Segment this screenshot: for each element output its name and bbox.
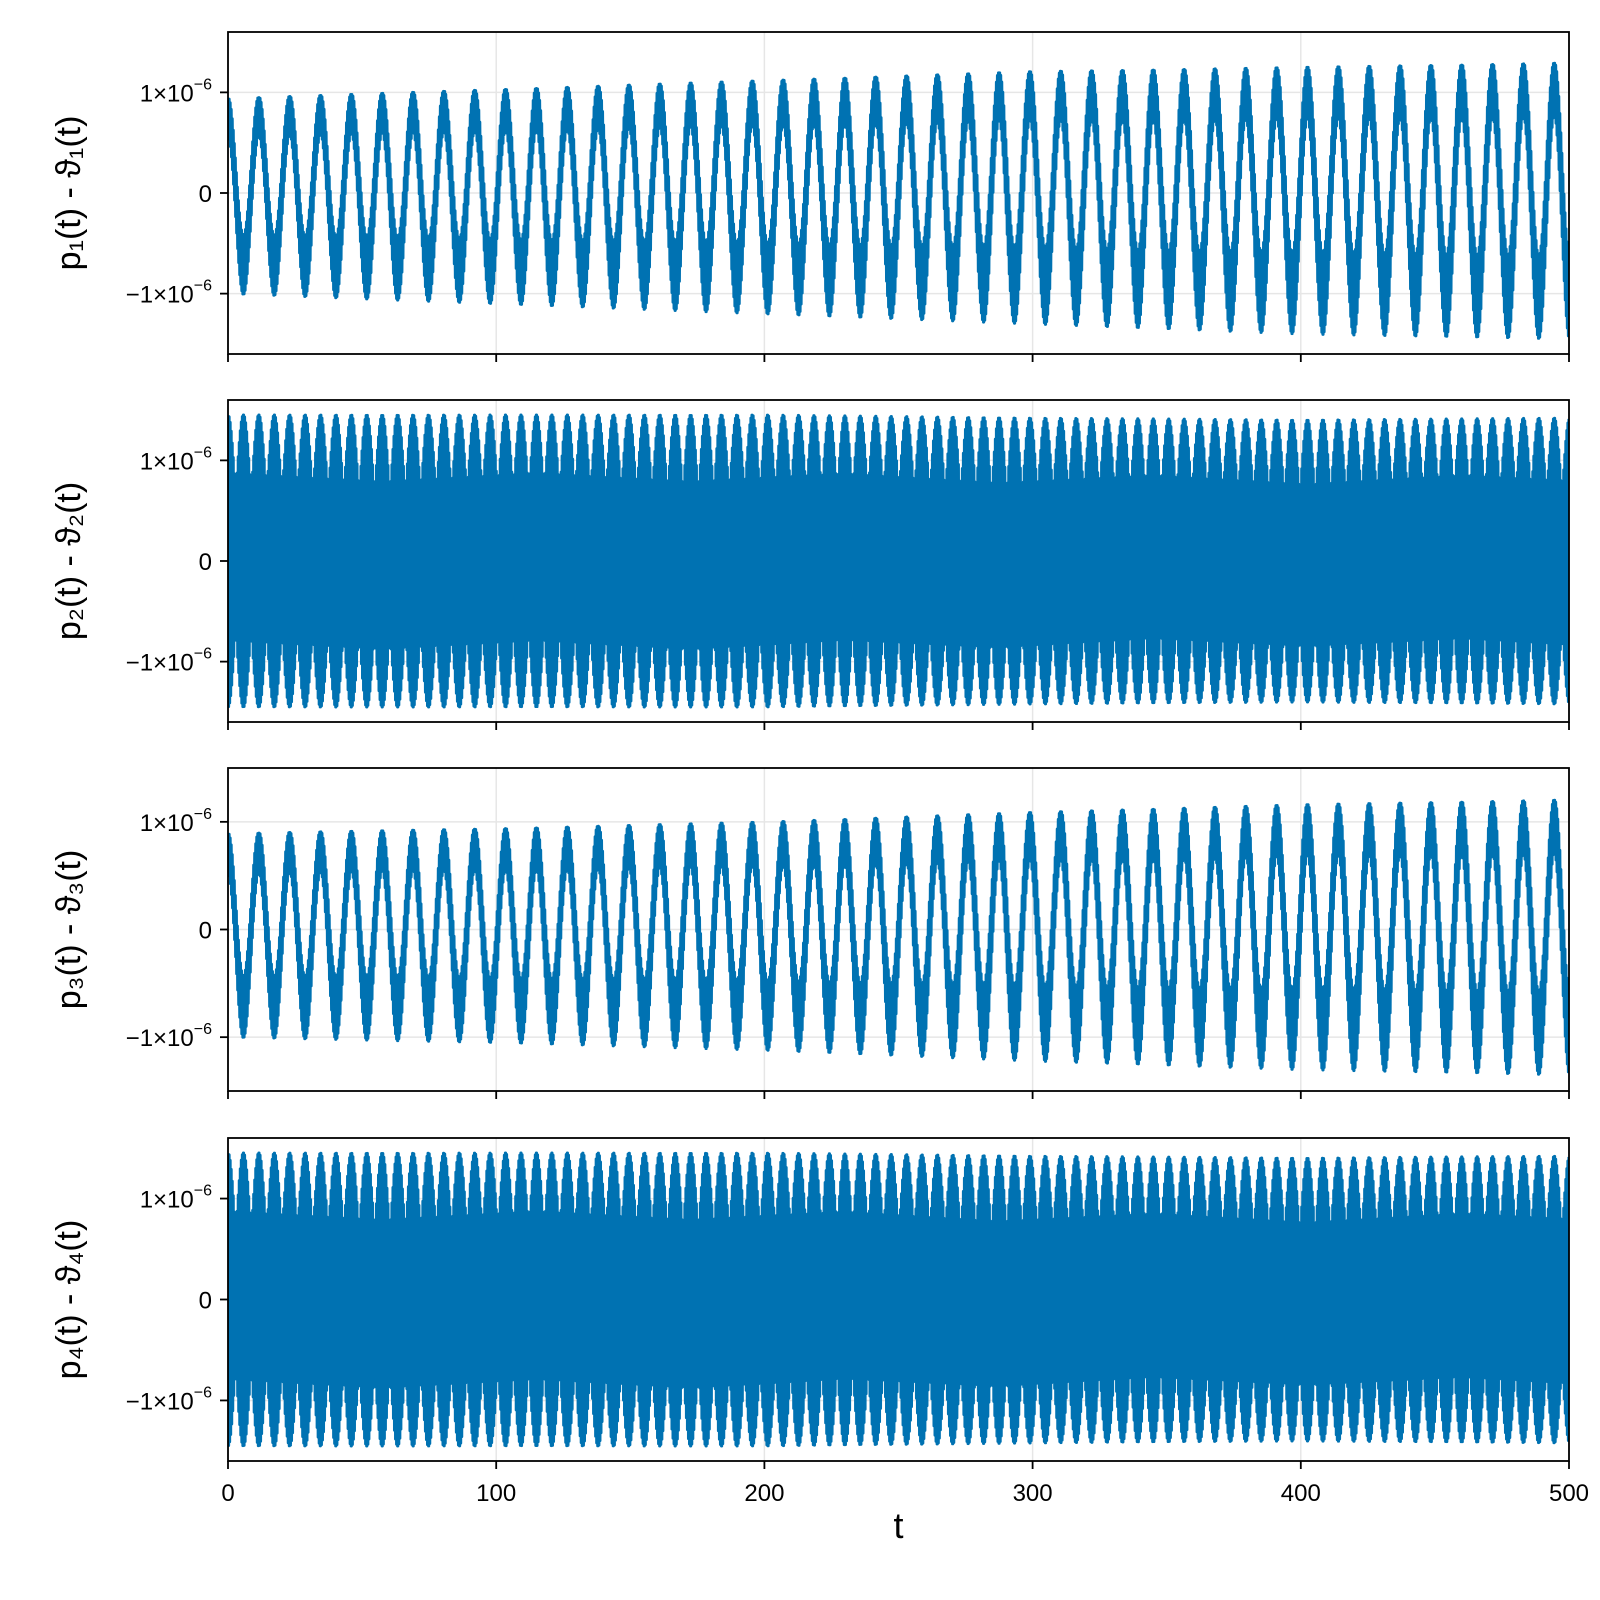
x-tick-label: 400 <box>1281 1480 1321 1507</box>
y-tick-exponent: −6 <box>194 1384 212 1401</box>
y-tick-exponent: −6 <box>194 806 212 823</box>
y-tick-label: 1×10−6 <box>140 444 212 475</box>
y-tick-mantissa: 0 <box>199 181 212 208</box>
y-tick-exponent: −6 <box>194 1183 212 1200</box>
panel-2: −1×10−601×10−6p₂(t) - ϑ₂(t) <box>50 399 1570 730</box>
y-axis-label: p₃(t) - ϑ₃(t) <box>50 850 88 1010</box>
y-tick-exponent: −6 <box>194 1021 212 1038</box>
y-axis-label: p₄(t) - ϑ₄(t) <box>50 1220 88 1380</box>
x-tick-label: 200 <box>744 1480 784 1507</box>
y-tick-label: 0 <box>199 181 212 208</box>
y-tick-exponent: −6 <box>194 76 212 93</box>
panel-3: −1×10−601×10−6p₃(t) - ϑ₃(t) <box>50 767 1570 1099</box>
y-tick-mantissa: 0 <box>199 549 212 576</box>
y-tick-label: −1×10−6 <box>126 1021 212 1052</box>
y-axis-label: p₂(t) - ϑ₂(t) <box>50 482 88 640</box>
y-tick-mantissa: −1×10 <box>126 282 194 309</box>
y-tick-label: 1×10−6 <box>140 1183 212 1214</box>
y-tick-label: 1×10−6 <box>140 806 212 837</box>
y-tick-label: 1×10−6 <box>140 76 212 107</box>
y-tick-label: −1×10−6 <box>126 278 212 309</box>
series-line <box>228 61 1569 340</box>
x-tick-label: 100 <box>476 1480 516 1507</box>
y-axis-label: p₁(t) - ϑ₁(t) <box>50 116 88 271</box>
y-tick-mantissa: 1×10 <box>140 80 194 107</box>
panel-1: −1×10−601×10−6p₁(t) - ϑ₁(t) <box>50 31 1570 362</box>
y-tick-mantissa: −1×10 <box>126 1025 194 1052</box>
y-tick-exponent: −6 <box>194 278 212 295</box>
y-tick-mantissa: 1×10 <box>140 1187 194 1214</box>
y-tick-label: 0 <box>199 918 212 945</box>
series-line <box>228 798 1569 1076</box>
y-tick-mantissa: 0 <box>199 918 212 945</box>
y-tick-exponent: −6 <box>194 444 212 461</box>
panel-4: 0 100 200 300 400 500−1×10−601×10−6p₄(t) - ϑ₄… <box>50 1137 1589 1546</box>
y-tick-exponent: −6 <box>194 646 212 663</box>
y-tick-mantissa: −1×10 <box>126 1388 194 1415</box>
x-axis-label: t <box>893 1505 903 1546</box>
y-tick-label: −1×10−6 <box>126 646 212 677</box>
series-line <box>228 413 1569 709</box>
y-tick-label: 0 <box>199 549 212 576</box>
y-tick-label: 0 <box>199 1288 212 1315</box>
y-tick-label: −1×10−6 <box>126 1384 212 1415</box>
y-tick-mantissa: 1×10 <box>140 448 194 475</box>
x-tick-label: 0 <box>221 1480 234 1507</box>
series-line <box>228 1151 1569 1448</box>
y-tick-mantissa: 0 <box>199 1288 212 1315</box>
y-tick-mantissa: 1×10 <box>140 810 194 837</box>
y-tick-mantissa: −1×10 <box>126 650 194 677</box>
x-tick-label: 300 <box>1013 1480 1053 1507</box>
x-tick-label: 500 <box>1549 1480 1589 1507</box>
